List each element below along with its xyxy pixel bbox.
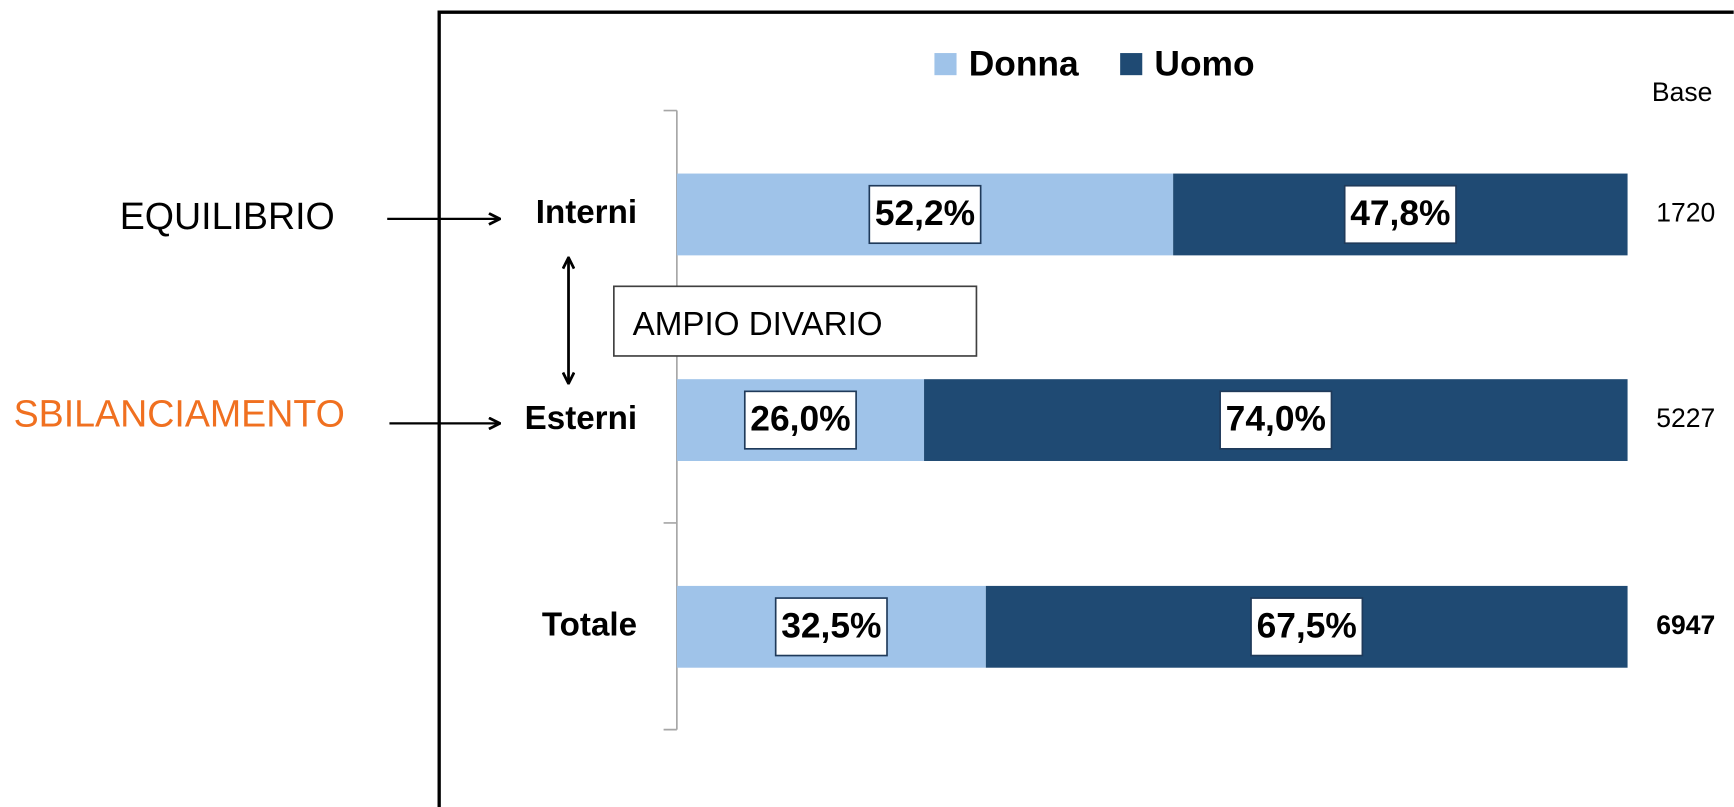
category-label: Interni <box>536 194 637 231</box>
category-label: Esterni <box>525 400 637 437</box>
base-value: 5227 <box>1656 403 1715 433</box>
annotation-box <box>613 285 978 357</box>
value-label: 26,0% <box>750 400 850 439</box>
base-value: 1720 <box>1656 197 1715 227</box>
value-label: 74,0% <box>1226 400 1326 439</box>
value-label-box <box>743 390 857 450</box>
legend-label: Uomo <box>1154 45 1254 84</box>
value-label-box <box>868 184 982 245</box>
value-label-box <box>774 597 888 657</box>
legend-label: Donna <box>969 45 1079 84</box>
base-value: 6947 <box>1656 610 1715 640</box>
value-label: 67,5% <box>1257 606 1357 645</box>
value-label-box <box>1250 597 1364 657</box>
legend-swatch <box>934 53 957 76</box>
chart-frame <box>437 10 1734 807</box>
value-label: 47,8% <box>1350 194 1450 233</box>
value-label-box <box>1343 184 1457 245</box>
annotation: AMPIO DIVARIO <box>633 306 883 343</box>
category-label: Totale <box>542 607 637 644</box>
annotation: SBILANCIAMENTO <box>14 393 345 435</box>
value-label: 32,5% <box>781 606 881 645</box>
base-header: Base <box>1652 77 1712 107</box>
legend-swatch <box>1120 53 1143 76</box>
value-label-box <box>1219 390 1333 450</box>
annotation: EQUILIBRIO <box>120 195 335 237</box>
value-label: 52,2% <box>875 194 975 233</box>
category-axis <box>663 109 678 731</box>
